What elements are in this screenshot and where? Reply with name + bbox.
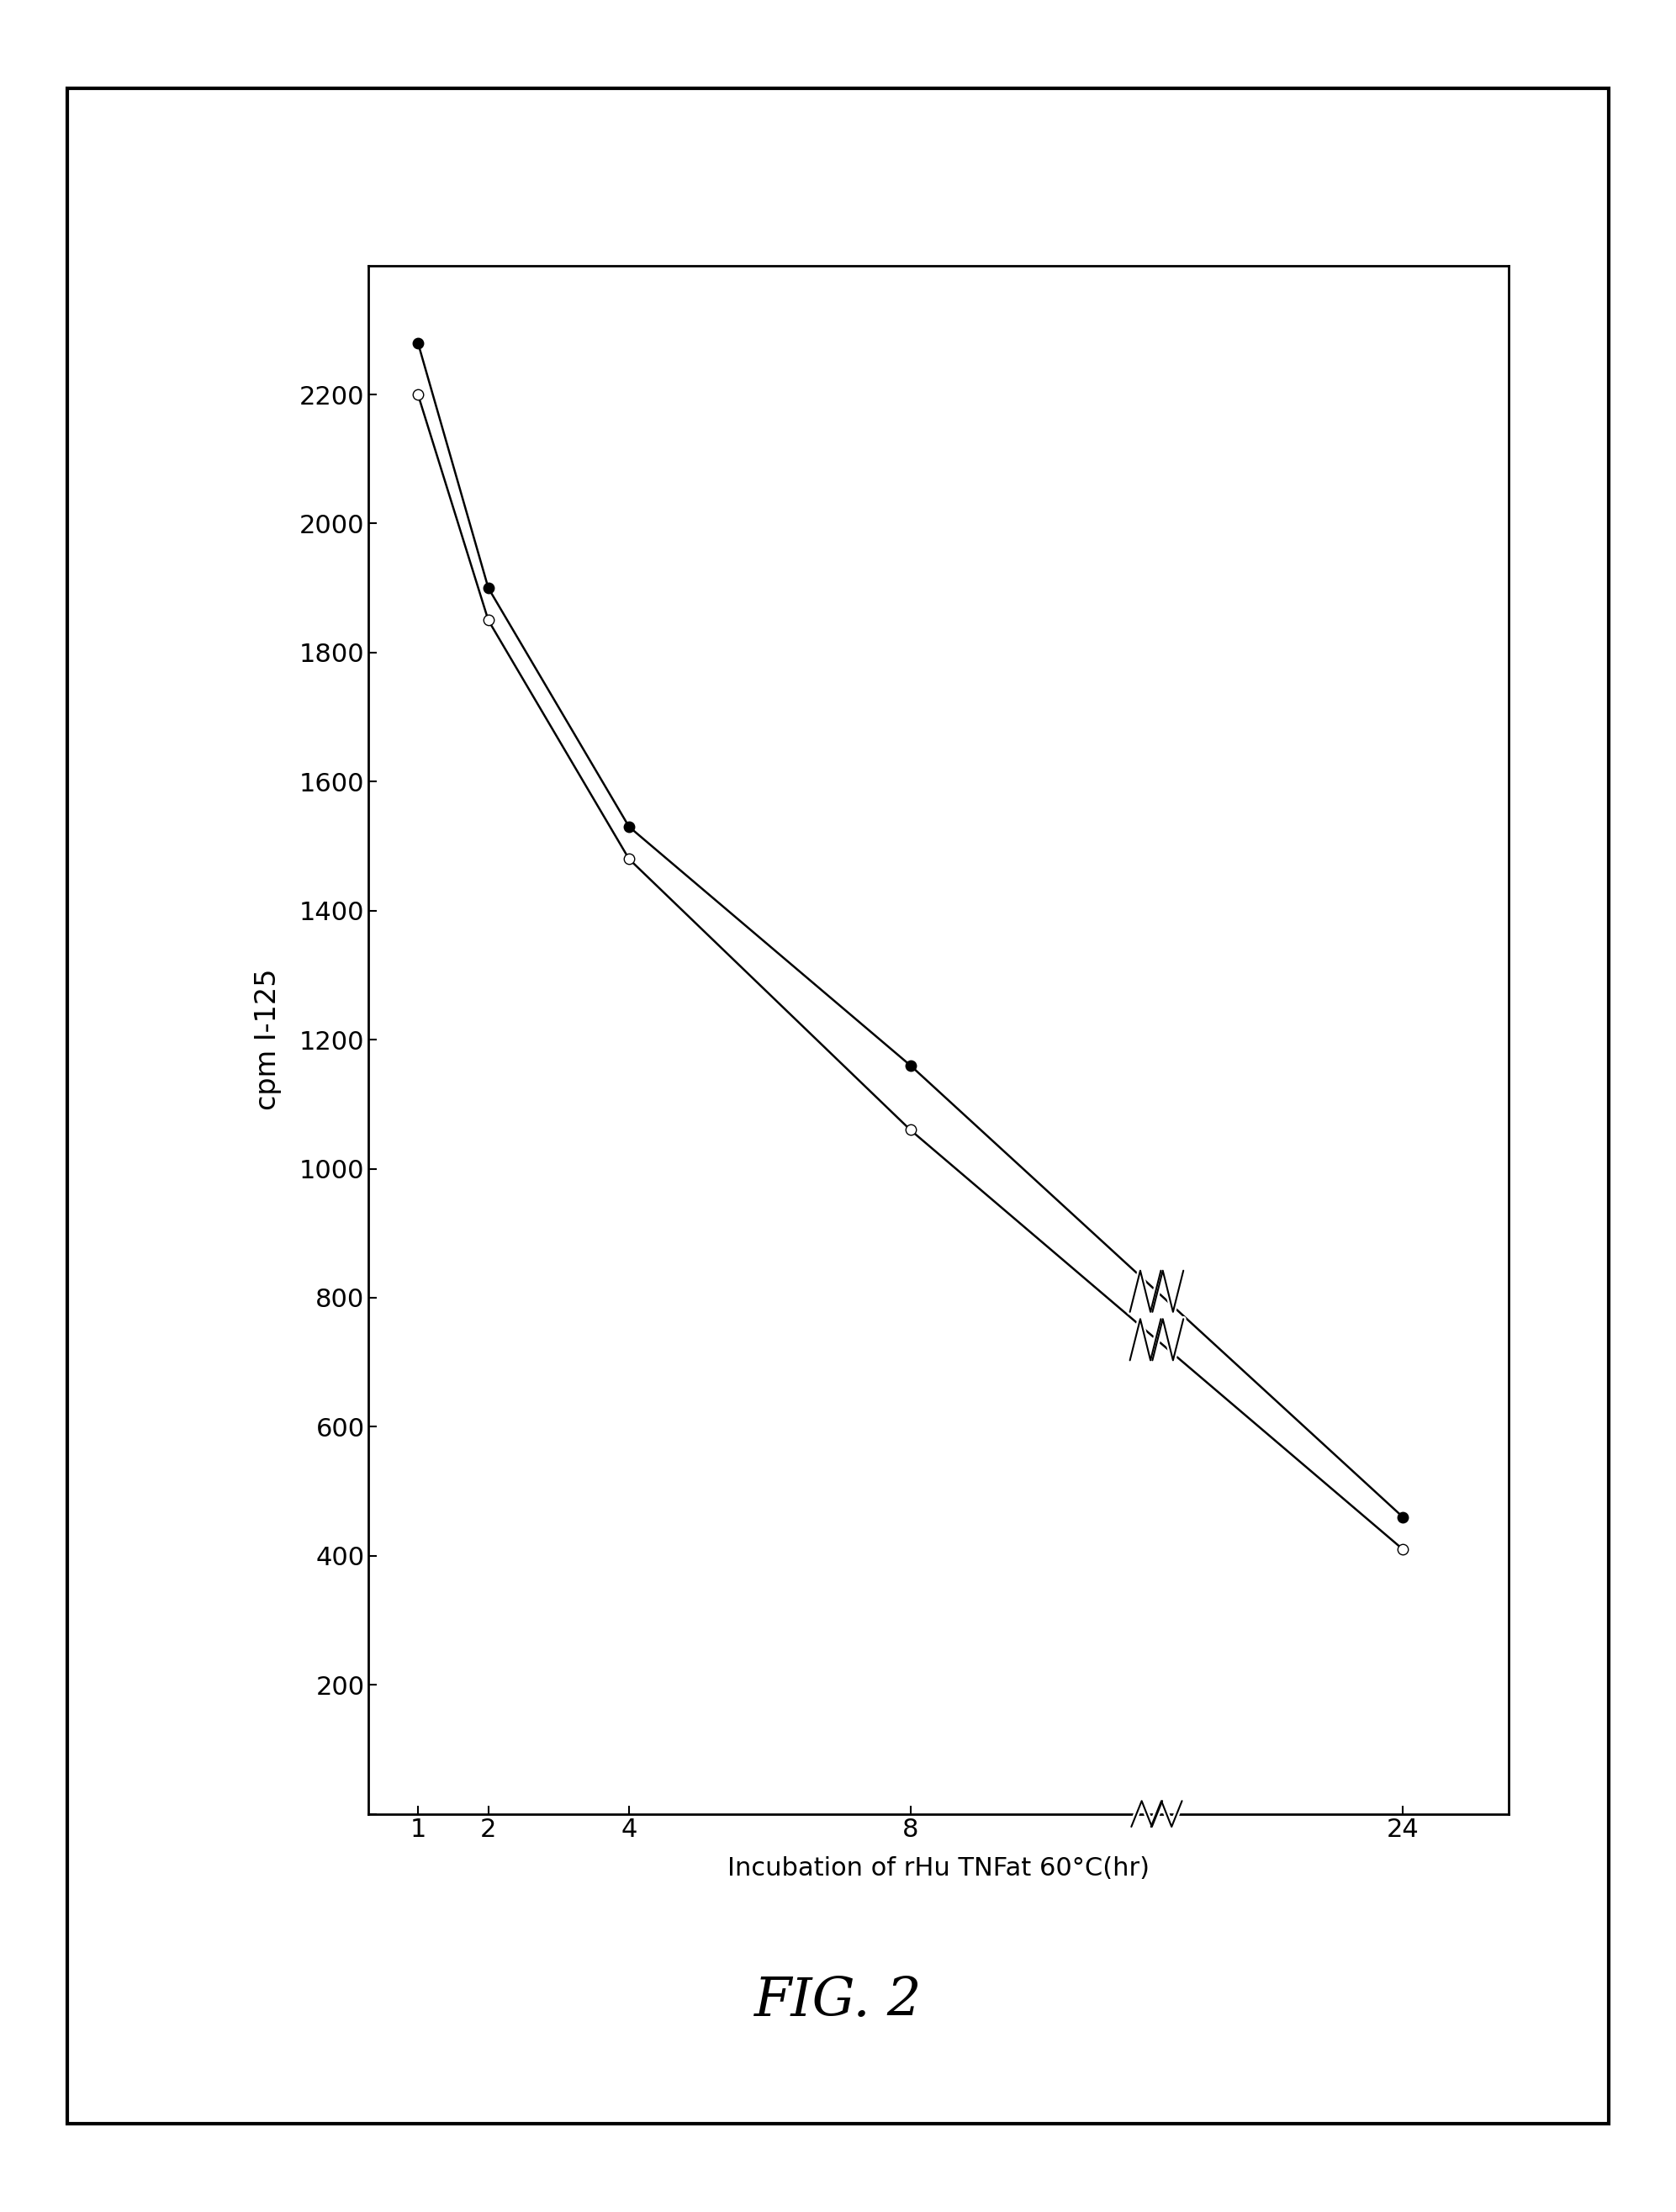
Y-axis label: cpm I-125: cpm I-125 xyxy=(255,969,282,1110)
X-axis label: Incubation of rHu TNFat 60°C(hr): Incubation of rHu TNFat 60°C(hr) xyxy=(727,1856,1150,1880)
Text: FIG. 2: FIG. 2 xyxy=(754,1975,922,2028)
